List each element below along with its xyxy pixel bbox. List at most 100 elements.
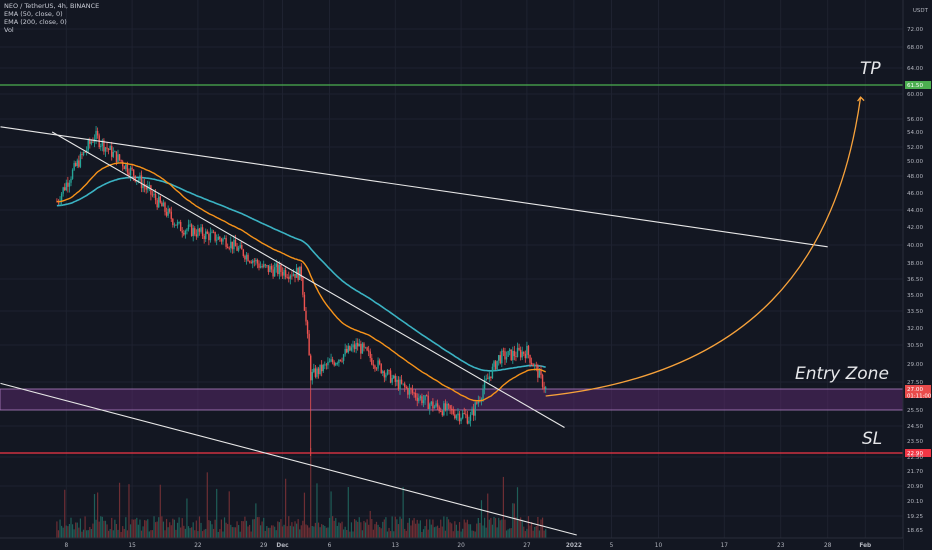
price-tick-7: 52.00 — [907, 145, 923, 151]
volume-bar-168 — [319, 527, 321, 538]
volume-bar-29 — [101, 516, 103, 538]
candle-body-78 — [178, 221, 180, 223]
volume-bar-132 — [263, 517, 265, 538]
time-tick-7: 20 — [457, 543, 465, 549]
volume-bar-96 — [206, 472, 208, 538]
volume-bar-104 — [219, 529, 221, 538]
candle-body-118 — [241, 245, 243, 250]
volume-bar-304 — [532, 530, 534, 538]
volume-bar-229 — [415, 523, 417, 538]
volume-bar-32 — [106, 524, 108, 538]
price-tick-1: 68.00 — [907, 45, 923, 51]
volume-bar-157 — [302, 520, 304, 538]
volume-bar-280 — [494, 518, 497, 538]
candle-body-165 — [314, 368, 317, 377]
volume-bar-72 — [169, 522, 171, 538]
ema-50-line — [56, 162, 546, 402]
candle-body-148 — [288, 277, 290, 279]
candle-body-134 — [266, 265, 268, 266]
volume-bar-15 — [79, 518, 81, 538]
volume-bar-167 — [317, 522, 320, 538]
candle-body-158 — [303, 294, 306, 311]
candle-body-39 — [117, 154, 119, 163]
candle-body-103 — [217, 236, 219, 240]
candle-body-117 — [239, 245, 241, 248]
volume-bar-266 — [473, 530, 475, 538]
candle-body-298 — [523, 351, 525, 354]
candle-body-119 — [242, 249, 245, 257]
volume-bar-41 — [120, 531, 122, 538]
candle-body-278 — [491, 366, 494, 379]
volume-bar-39 — [117, 529, 119, 538]
candle-body-287 — [505, 356, 508, 360]
candle-body-42 — [122, 161, 124, 167]
candle-body-203 — [374, 365, 376, 369]
volume-bar-310 — [541, 517, 544, 538]
price-tick-20: 29.00 — [907, 362, 923, 368]
volume-bar-185 — [346, 530, 348, 538]
candle-body-224 — [407, 388, 409, 395]
volume-bar-296 — [520, 517, 522, 538]
legend-ema200[interactable]: EMA (200, close, 0) — [4, 18, 67, 26]
volume-bar-28 — [100, 516, 102, 538]
candle-body-126 — [253, 260, 255, 262]
candle-body-213 — [389, 370, 392, 383]
candle-body-259 — [461, 413, 464, 419]
candle-body-19 — [85, 150, 88, 152]
legend-volume[interactable]: Vol — [4, 26, 14, 34]
candle-body-184 — [344, 348, 346, 355]
candle-body-83 — [186, 229, 188, 231]
volume-bar-146 — [285, 478, 287, 538]
candle-body-88 — [194, 228, 196, 235]
candle-body-23 — [92, 141, 94, 143]
candle-body-295 — [518, 347, 520, 350]
candle-body-139 — [273, 267, 276, 277]
candle-body-192 — [357, 342, 359, 347]
volume-bar-222 — [404, 528, 406, 538]
volume-bar-234 — [422, 529, 425, 538]
candle-body-15 — [79, 154, 82, 167]
price-tick-13: 40.00 — [907, 243, 923, 249]
candle-body-242 — [435, 403, 437, 407]
volume-bar-223 — [405, 530, 407, 538]
legend: NEO / TetherUS, 4h, BINANCE EMA (50, clo… — [4, 2, 99, 34]
candle-body-215 — [393, 375, 395, 379]
legend-symbol[interactable]: NEO / TetherUS, 4h, BINANCE — [4, 2, 100, 10]
volume-bar-55 — [142, 526, 144, 538]
candle-body-25 — [95, 130, 97, 139]
volume-bar-254 — [454, 521, 456, 538]
candle-body-77 — [176, 222, 179, 226]
volume-bar-48 — [131, 519, 133, 538]
candle-body-308 — [538, 370, 541, 378]
volume-bar-170 — [322, 524, 324, 538]
volume-bar-180 — [338, 522, 340, 538]
legend-ema50[interactable]: EMA (50, close, 0) — [4, 10, 63, 18]
volume-bar-164 — [313, 526, 315, 538]
volume-bar-232 — [419, 520, 421, 538]
candle-body-29 — [101, 140, 104, 146]
candle-body-296 — [519, 349, 522, 358]
volume-bar-80 — [181, 518, 183, 538]
candle-body-164 — [313, 368, 315, 372]
candle-body-26 — [96, 130, 99, 136]
candle-body-70 — [165, 211, 168, 216]
ema-200-path — [56, 176, 546, 372]
volume-bar-65 — [158, 517, 160, 538]
candle-body-115 — [236, 246, 238, 251]
volume-bar-294 — [516, 487, 519, 538]
volume-bar-289 — [509, 528, 511, 538]
volume-bar-64 — [156, 521, 158, 538]
candle-body-138 — [272, 269, 274, 277]
volume-bar-101 — [214, 519, 216, 538]
candle-body-167 — [317, 368, 320, 374]
candle-body-202 — [372, 364, 375, 366]
volume-bar-262 — [466, 519, 468, 538]
volume-bar-155 — [299, 529, 301, 538]
price-tick-22: 27.00 — [907, 387, 923, 393]
candle-body-182 — [341, 360, 343, 362]
candle-body-30 — [103, 140, 105, 152]
candle-body-166 — [316, 368, 318, 377]
candle-body-306 — [535, 364, 537, 367]
